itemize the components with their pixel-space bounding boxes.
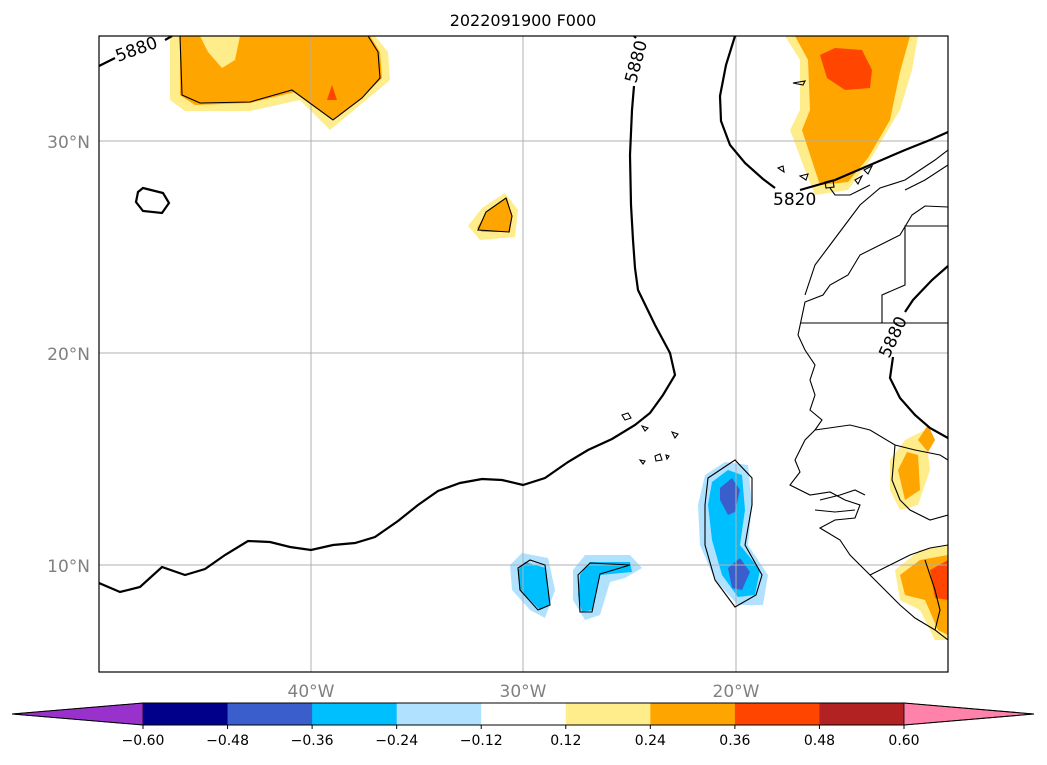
coastlines <box>179 36 948 641</box>
lon-label: 20°W <box>713 682 760 702</box>
colorbar-segment <box>650 703 736 725</box>
colorbar-tick-label: 0.60 <box>888 733 919 749</box>
colorbar-extend-high <box>903 702 1035 726</box>
colorbar-tick-label: −0.48 <box>206 733 249 749</box>
colorbar-segment <box>227 703 313 725</box>
height-contours <box>99 36 948 594</box>
colorbar-tick-label: −0.36 <box>291 733 334 749</box>
colorbar-tick-label: −0.60 <box>122 733 165 749</box>
colorbar-tick-label: 0.36 <box>719 733 750 749</box>
colorbar-segment <box>312 703 398 725</box>
lat-label: 20°N <box>47 345 90 365</box>
colorbar-tick-label: 0.24 <box>635 733 666 749</box>
contour-label: 5820 <box>773 190 816 210</box>
lat-label: 30°N <box>47 133 90 153</box>
colorbar-segment <box>143 703 229 725</box>
gridlines <box>99 36 948 672</box>
colorbar: −0.60 −0.48 −0.36 −0.24 −0.12 0.12 0.24 0.36 0.4… <box>11 702 1035 749</box>
colorbar-tick-label: −0.12 <box>460 733 503 749</box>
colorbar-tick-label: 0.48 <box>804 733 835 749</box>
colorbar-segment <box>734 703 820 725</box>
lon-label: 30°W <box>500 682 547 702</box>
contour-label: 5880 <box>875 313 911 361</box>
shaded-field <box>170 36 948 640</box>
contour-label: 5880 <box>113 33 160 67</box>
colorbar-segment <box>481 703 567 725</box>
colorbar-tick-label: 0.12 <box>550 733 581 749</box>
contour-label: 5880 <box>622 38 653 85</box>
colorbar-segment <box>819 703 905 725</box>
longitude-labels: 40°W 30°W 20°W <box>288 682 760 702</box>
colorbar-segment <box>396 703 482 725</box>
latitude-labels: 30°N 20°N 10°N <box>47 133 90 577</box>
colorbar-segment <box>565 703 651 725</box>
colorbar-extend-low <box>11 702 144 726</box>
lat-label: 10°N <box>47 557 90 577</box>
map-area <box>99 36 948 672</box>
lon-label: 40°W <box>288 682 335 702</box>
figure-title: 2022091900 F000 <box>450 11 597 30</box>
map-frame <box>98 35 949 673</box>
colorbar-tick-label: −0.24 <box>375 733 418 749</box>
